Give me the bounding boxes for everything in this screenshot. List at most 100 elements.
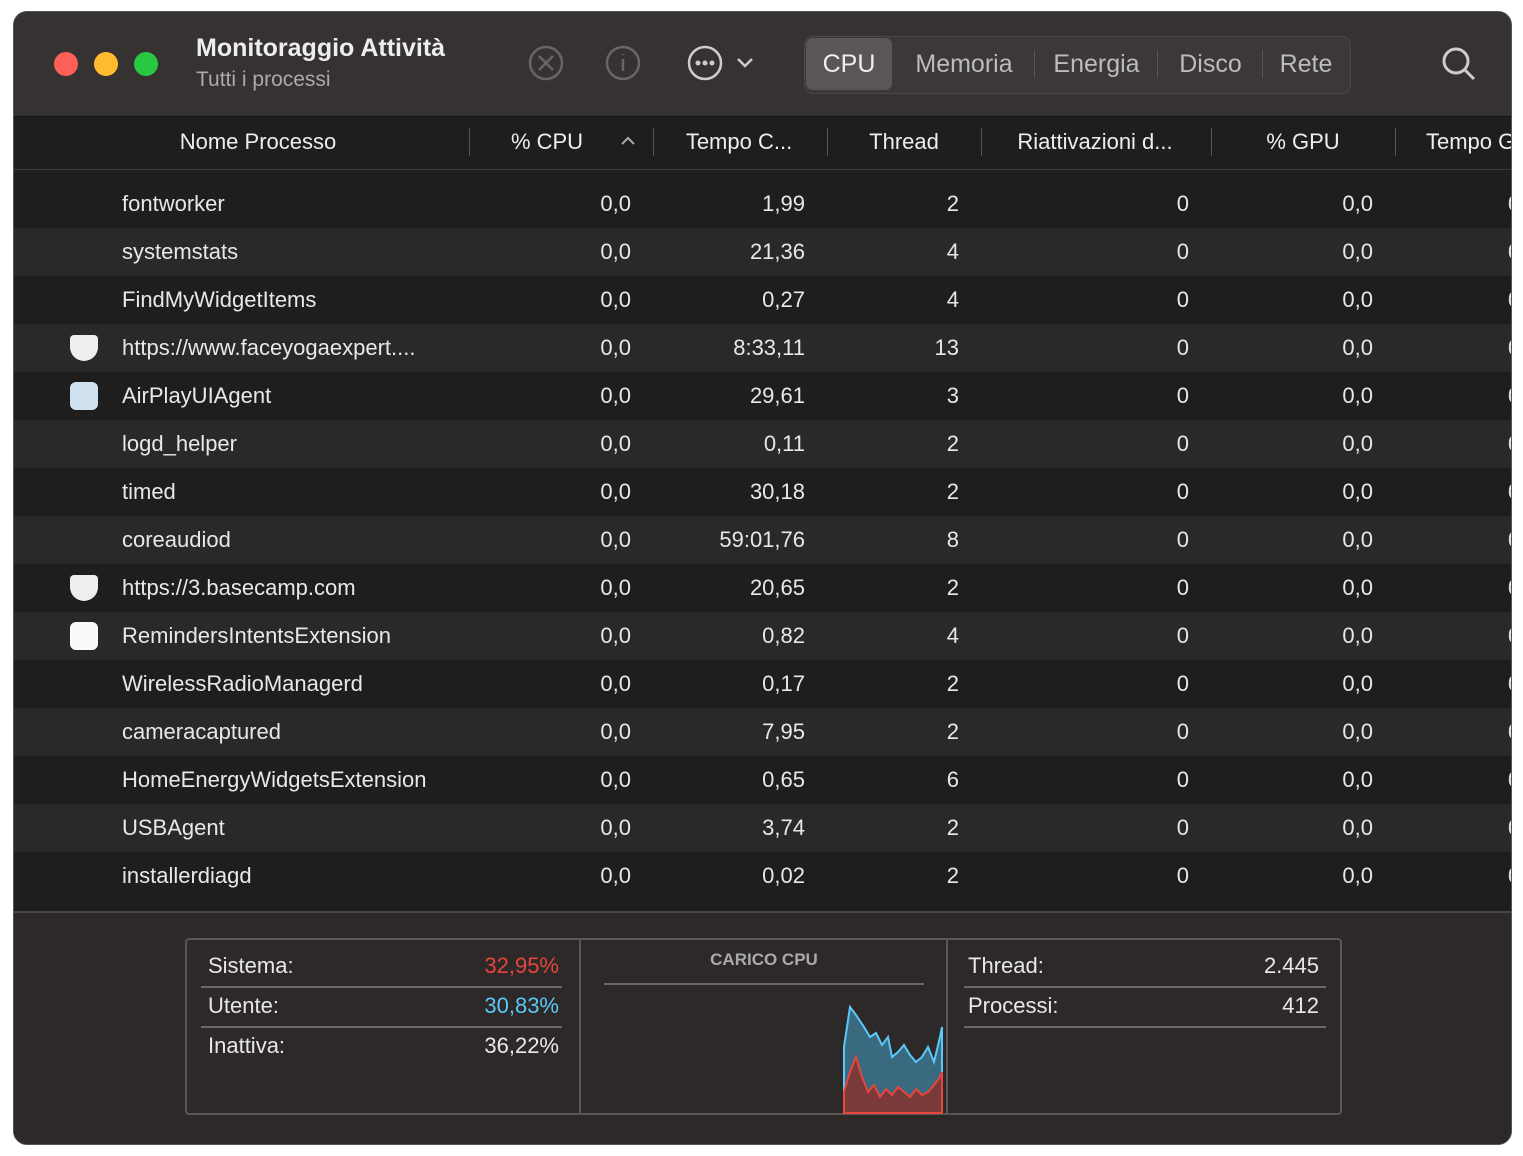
process-name: coreaudiod [122,527,231,552]
table-cell: 0,0 [600,527,631,552]
tab[interactable]: Memoria [915,50,1013,78]
table-row [14,756,1511,804]
table-row [14,804,1511,852]
table-cell: 0,0 [1342,863,1373,888]
table-row [14,516,1511,564]
stat-label: Processi: [968,993,1059,1018]
table-cell: 0,0 [600,479,631,504]
tab[interactable]: Rete [1279,50,1333,78]
table-cell: 0,0 [1342,719,1373,744]
table-cell: 0 [1176,671,1189,696]
table-cell: 4 [946,239,959,264]
column-header[interactable]: % CPU [510,129,584,154]
table-cell: 0,0 [1342,767,1373,792]
table-row [14,420,1511,468]
table-cell: 0,0 [600,575,631,600]
column-header[interactable]: Nome Processo [179,129,337,154]
table-row [14,660,1511,708]
table-cell: 7,95 [762,719,805,744]
table-cell: 0 [1176,431,1189,456]
table-cell: 0,0 [1508,804,1511,852]
process-name: USBAgent [122,815,225,840]
column-header[interactable]: % GPU [1266,129,1340,154]
stat-label: Thread: [968,953,1044,978]
process-name: HomeEnergyWidgetsExtension [122,767,427,792]
column-header[interactable]: Thread [869,129,939,154]
table-cell: 0,0 [1508,516,1511,564]
table-cell: 0,0 [600,431,631,456]
stat-label: Sistema: [208,953,294,978]
stat-label: Inattiva: [208,1033,286,1058]
table-cell: 0 [1176,527,1189,552]
zoom-button[interactable] [134,52,158,76]
process-name: installerdiagd [122,863,252,888]
search-button[interactable] [1439,44,1479,84]
column-header[interactable]: Tempo G [1426,129,1512,154]
table-cell: 0,02 [762,863,805,888]
table-cell: 0,0 [600,863,631,888]
column-divider [469,128,470,156]
table-cell: 0 [1176,575,1189,600]
divider [579,938,581,1115]
table-cell: 0 [1176,863,1189,888]
table-cell: 0,0 [1508,564,1511,612]
tab[interactable]: Disco [1179,50,1242,78]
table-cell: 0 [1176,719,1189,744]
tab-separator [1157,50,1158,78]
window-subtitle: Tutti i processi [196,68,331,91]
table-row [14,228,1511,276]
close-button[interactable] [54,52,78,76]
table-cell: 0,0 [1342,671,1373,696]
column-header[interactable]: Riattivazioni d... [1017,129,1173,154]
table-cell: 59:01,76 [719,527,805,552]
table-cell: 0,0 [600,815,631,840]
stat-value: 412 [1282,993,1319,1018]
table-cell: 0,27 [762,287,805,312]
table-cell: 21,36 [749,239,805,264]
process-name: https://www.faceyogaexpert.... [122,335,416,360]
table-cell: 0 [1176,239,1189,264]
process-name: cameracaptured [122,719,281,744]
minimize-button[interactable] [94,52,118,76]
table-cell: 0,11 [763,431,805,456]
table-cell: 0,0 [1342,191,1373,216]
table-cell: 0 [1176,191,1189,216]
table-cell: 0,65 [762,767,805,792]
table-header [14,116,1511,170]
table-cell: 0,0 [1342,575,1373,600]
stats-box [185,938,1342,1115]
divider [964,986,1326,988]
window: Monitoraggio Attività Tutti i processi C… [13,11,1512,1145]
table-cell: 29,61 [749,383,805,408]
table-cell: 2 [946,191,959,216]
table-cell: 2 [946,671,959,696]
table-row [14,708,1511,756]
table-cell: 0,0 [1508,756,1511,804]
tab-separator [1262,50,1263,78]
table-cell: 0,0 [1508,852,1511,900]
table-cell: 0,0 [1508,324,1511,372]
table-cell: 0 [1176,767,1189,792]
table-cell: 0,0 [600,191,631,216]
table-cell: 0,0 [1342,815,1373,840]
table-cell: 4 [946,623,959,648]
table-cell: 0,0 [600,623,631,648]
table-cell: 0,0 [1342,527,1373,552]
table-cell: 2 [946,575,959,600]
table-cell: 0 [1176,383,1189,408]
table-cell: 0,17 [762,671,805,696]
column-header[interactable]: Tempo C... [685,129,793,154]
stat-value: 32,95% [484,953,559,978]
table-cell: 0,0 [1342,239,1373,264]
process-name: https://3.basecamp.com [122,575,356,600]
table-cell: 0,0 [1508,180,1511,228]
tab[interactable]: CPU [806,38,892,90]
table-cell: 0,0 [1508,612,1511,660]
table-cell: 0,0 [1342,623,1373,648]
process-icon [70,382,98,410]
table-cell: 6 [946,767,959,792]
table-cell: 0,0 [1508,276,1511,324]
tab[interactable]: Energia [1053,50,1140,78]
table-row [14,612,1511,660]
table-cell: 30,18 [749,479,805,504]
